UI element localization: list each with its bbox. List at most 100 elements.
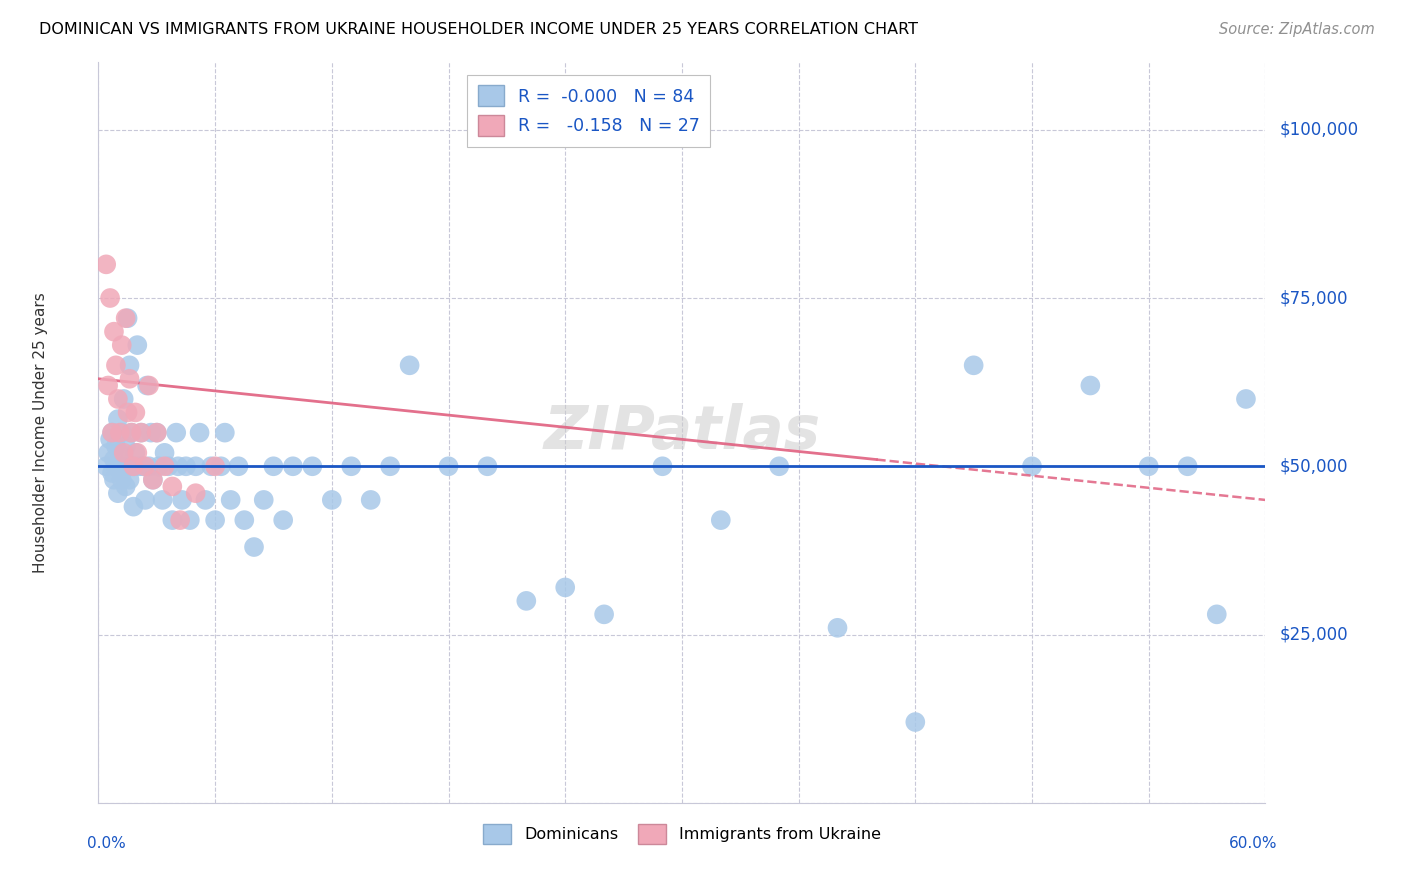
Point (121, 425, 143, 440)
Point (117, 311, 139, 326)
Point (118, 359, 141, 373)
Point (1137, 459, 1160, 474)
Point (142, 473, 165, 487)
Text: $100,000: $100,000 (1279, 120, 1358, 139)
Point (321, 492, 343, 507)
Point (96, 257, 118, 271)
Point (112, 459, 135, 474)
Point (104, 439, 127, 453)
Point (1080, 378, 1102, 392)
Point (162, 479, 184, 493)
Point (122, 459, 145, 474)
Point (122, 459, 145, 474)
Point (104, 459, 127, 474)
Point (111, 473, 134, 487)
Point (1021, 459, 1043, 474)
Point (398, 359, 420, 373)
Point (153, 446, 176, 460)
Point (111, 338, 134, 352)
Point (214, 425, 236, 440)
Point (118, 473, 141, 487)
Point (188, 425, 211, 440)
Point (124, 446, 146, 460)
Point (127, 446, 149, 460)
Point (437, 459, 460, 474)
Point (904, 714, 927, 729)
Point (253, 492, 276, 507)
Point (138, 459, 160, 474)
Point (710, 513, 733, 527)
Point (111, 425, 134, 440)
Point (515, 594, 537, 608)
Text: $25,000: $25,000 (1279, 625, 1348, 643)
Point (114, 479, 136, 493)
Point (101, 425, 124, 440)
Point (136, 378, 159, 392)
Point (165, 425, 187, 440)
Point (1177, 459, 1199, 474)
Point (827, 621, 849, 635)
Point (243, 540, 266, 554)
Point (360, 492, 382, 507)
Point (184, 459, 207, 474)
Legend: Dominicans, Immigrants from Ukraine: Dominicans, Immigrants from Ukraine (477, 818, 887, 850)
Point (204, 513, 226, 527)
Point (134, 492, 156, 507)
Point (108, 425, 131, 440)
Point (152, 492, 174, 507)
Point (281, 459, 304, 474)
Point (124, 405, 146, 419)
Point (97, 446, 120, 460)
Point (1234, 392, 1257, 406)
Point (194, 492, 217, 507)
Point (1205, 607, 1227, 622)
Point (271, 513, 294, 527)
Text: Source: ZipAtlas.com: Source: ZipAtlas.com (1219, 22, 1375, 37)
Point (108, 446, 131, 460)
Point (228, 459, 250, 474)
Point (200, 459, 222, 474)
Point (146, 425, 169, 440)
Point (132, 459, 155, 474)
Point (104, 359, 127, 373)
Point (134, 459, 156, 474)
Point (179, 513, 201, 527)
Point (103, 452, 125, 467)
Point (112, 392, 135, 406)
Point (122, 500, 145, 514)
Point (169, 513, 191, 527)
Text: 60.0%: 60.0% (1229, 836, 1277, 851)
Point (167, 459, 190, 474)
Point (101, 466, 124, 480)
Point (117, 405, 139, 419)
Point (139, 425, 162, 440)
Point (98, 291, 121, 305)
Point (129, 425, 152, 440)
Point (107, 392, 129, 406)
Point (107, 412, 129, 426)
Point (262, 459, 284, 474)
Point (142, 473, 165, 487)
Point (170, 492, 193, 507)
Point (380, 459, 402, 474)
Point (153, 459, 176, 474)
Point (962, 359, 984, 373)
Text: $75,000: $75,000 (1279, 289, 1348, 307)
Point (651, 459, 673, 474)
Point (477, 459, 499, 474)
Text: 0.0%: 0.0% (87, 836, 125, 851)
Point (174, 459, 197, 474)
Text: DOMINICAN VS IMMIGRANTS FROM UKRAINE HOUSEHOLDER INCOME UNDER 25 YEARS CORRELATI: DOMINICAN VS IMMIGRANTS FROM UKRAINE HOU… (39, 22, 918, 37)
Point (128, 459, 150, 474)
Point (301, 459, 323, 474)
Point (340, 459, 363, 474)
Point (103, 325, 125, 339)
Point (209, 459, 232, 474)
Point (768, 459, 790, 474)
Point (112, 446, 135, 460)
Point (101, 425, 124, 440)
Point (114, 311, 136, 326)
Point (204, 459, 226, 474)
Point (219, 492, 242, 507)
Point (146, 425, 169, 440)
